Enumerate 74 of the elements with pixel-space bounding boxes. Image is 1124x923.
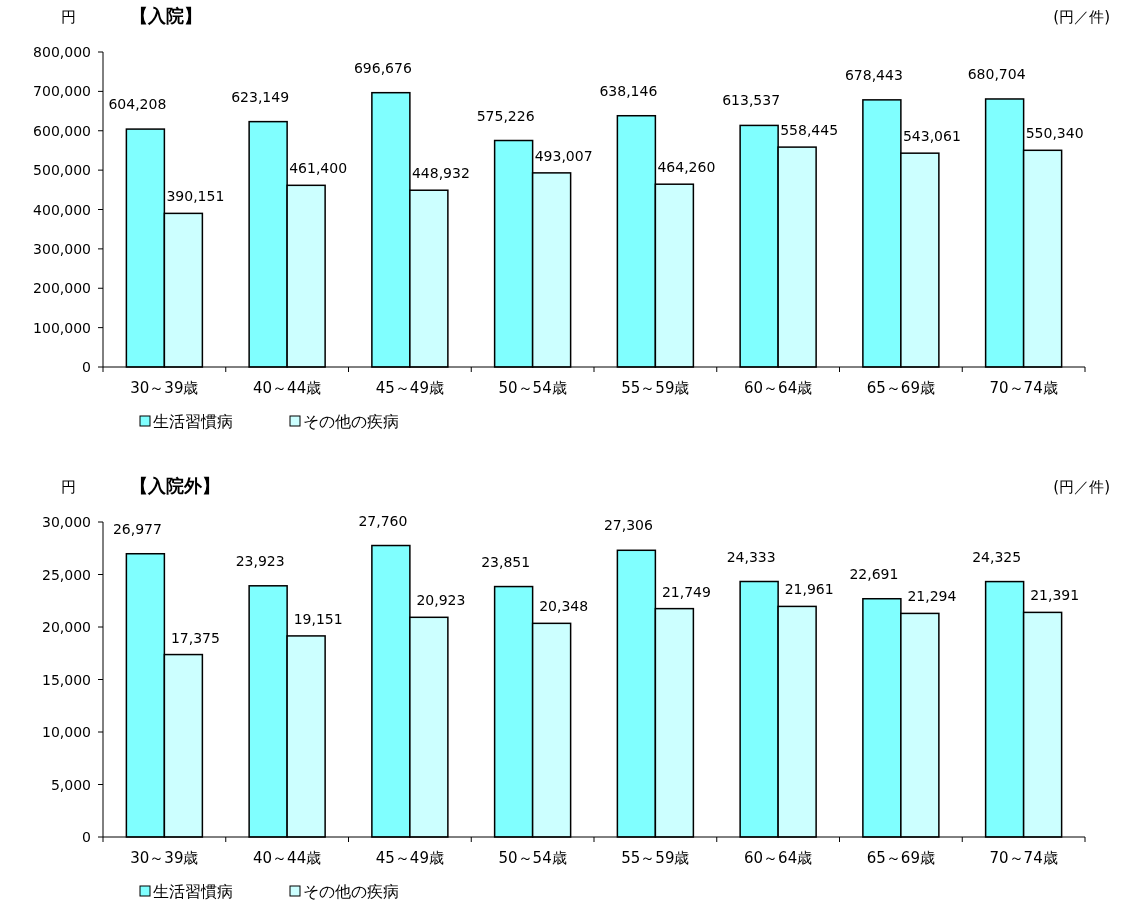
y-tick-label: 25,000 (42, 566, 91, 583)
x-tick-label: 65～69歳 (866, 849, 935, 867)
y-tick-label: 400,000 (33, 201, 91, 218)
x-tick-label: 70～74歳 (989, 379, 1058, 397)
data-label: 23,851 (481, 553, 531, 570)
data-label: 390,151 (166, 188, 225, 205)
x-tick-label: 70～74歳 (989, 849, 1058, 867)
chart-title: 【入院】 (130, 5, 202, 26)
y-tick-label: 100,000 (33, 319, 91, 336)
y-tick-label: 300,000 (33, 240, 91, 257)
data-label: 638,146 (599, 82, 658, 99)
x-tick-label: 60～64歳 (744, 379, 813, 397)
y-axis-title: 円 (60, 478, 76, 496)
data-label: 19,151 (293, 610, 343, 627)
data-label: 680,704 (967, 65, 1026, 82)
legend-label: 生活習慣病 (153, 412, 233, 431)
data-label: 23,923 (235, 552, 285, 569)
y-axis-title: 円 (60, 8, 76, 26)
x-tick-label: 45～49歳 (375, 379, 444, 397)
data-label: 21,749 (661, 583, 711, 600)
chart-title: 【入院外】 (130, 475, 220, 496)
y-tick-label: 700,000 (33, 83, 91, 100)
y-tick-label: 10,000 (42, 724, 91, 740)
data-label: 461,400 (289, 160, 348, 177)
x-tick-label: 45～49歳 (375, 849, 444, 867)
data-label: 24,333 (726, 548, 776, 565)
y-tick-label: 15,000 (42, 671, 91, 688)
x-tick-label: 40～44歳 (253, 849, 322, 867)
data-label: 21,961 (784, 581, 834, 598)
data-label: 27,760 (358, 512, 408, 529)
data-label: 20,348 (539, 598, 589, 615)
data-label: 464,260 (657, 159, 716, 176)
data-label: 27,306 (603, 517, 653, 534)
data-label: 24,325 (972, 548, 1022, 565)
x-tick-label: 50～54歳 (498, 849, 567, 867)
x-tick-label: 55～59歳 (621, 379, 690, 397)
legend-label: その他の疾病 (303, 882, 399, 901)
data-label: 550,340 (1025, 125, 1084, 142)
x-tick-label: 30～39歳 (130, 379, 199, 397)
data-label: 448,932 (411, 165, 470, 182)
data-label: 22,691 (849, 565, 899, 582)
data-label: 696,676 (353, 59, 412, 76)
data-label: 20,923 (416, 592, 466, 609)
data-label: 575,226 (476, 107, 535, 124)
data-label: 604,208 (108, 96, 167, 113)
y-tick-label: 500,000 (33, 162, 91, 179)
x-tick-label: 50～54歳 (498, 379, 567, 397)
data-label: 613,537 (722, 92, 781, 109)
y-tick-label: 5,000 (50, 776, 91, 793)
data-label: 623,149 (231, 88, 290, 105)
data-label: 21,294 (907, 588, 957, 605)
data-label: 17,375 (170, 629, 220, 646)
y-tick-label: 20,000 (42, 619, 91, 635)
y-tick-label: 0 (82, 829, 91, 845)
x-tick-label: 60～64歳 (744, 849, 813, 867)
data-label: 678,443 (844, 66, 903, 83)
y-tick-label: 30,000 (42, 514, 91, 530)
legend-label: 生活習慣病 (153, 882, 233, 901)
data-label: 543,061 (902, 128, 961, 145)
y-tick-label: 600,000 (33, 122, 91, 139)
text: (円／件) (1053, 478, 1110, 496)
x-tick-label: 30～39歳 (130, 849, 199, 867)
data-label: 558,445 (780, 122, 839, 139)
y-tick-label: 800,000 (33, 44, 91, 60)
x-tick-label: 40～44歳 (253, 379, 322, 397)
data-label: 21,391 (1030, 587, 1080, 604)
legend-label: その他の疾病 (303, 412, 399, 431)
data-label: 26,977 (112, 520, 162, 537)
x-tick-label: 55～59歳 (621, 849, 690, 867)
y-tick-label: 200,000 (33, 280, 91, 297)
data-label: 493,007 (534, 147, 593, 164)
text: (円／件) (1053, 8, 1110, 26)
y-tick-label: 0 (82, 359, 91, 375)
x-tick-label: 65～69歳 (866, 379, 935, 397)
